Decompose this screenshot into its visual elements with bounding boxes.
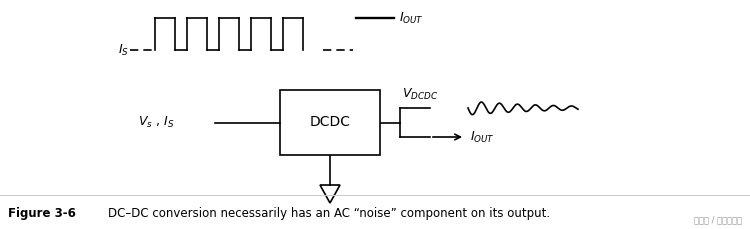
Text: DC–DC conversion necessarily has an AC “noise” component on its output.: DC–DC conversion necessarily has an AC “… (108, 207, 550, 220)
Text: 头条号 / 万物云学网: 头条号 / 万物云学网 (694, 215, 742, 224)
Bar (280, 90, 380, 155)
Text: $I_{OUT}$: $I_{OUT}$ (470, 129, 495, 144)
Text: Figure 3-6: Figure 3-6 (8, 207, 76, 220)
Text: $I_{OUT}$: $I_{OUT}$ (399, 11, 424, 26)
Text: DCDC: DCDC (310, 115, 350, 130)
Text: $I_S$: $I_S$ (118, 42, 129, 57)
Text: $V_s$ , $I_S$: $V_s$ , $I_S$ (138, 115, 174, 130)
Text: $V_{DCDC}$: $V_{DCDC}$ (402, 87, 438, 101)
